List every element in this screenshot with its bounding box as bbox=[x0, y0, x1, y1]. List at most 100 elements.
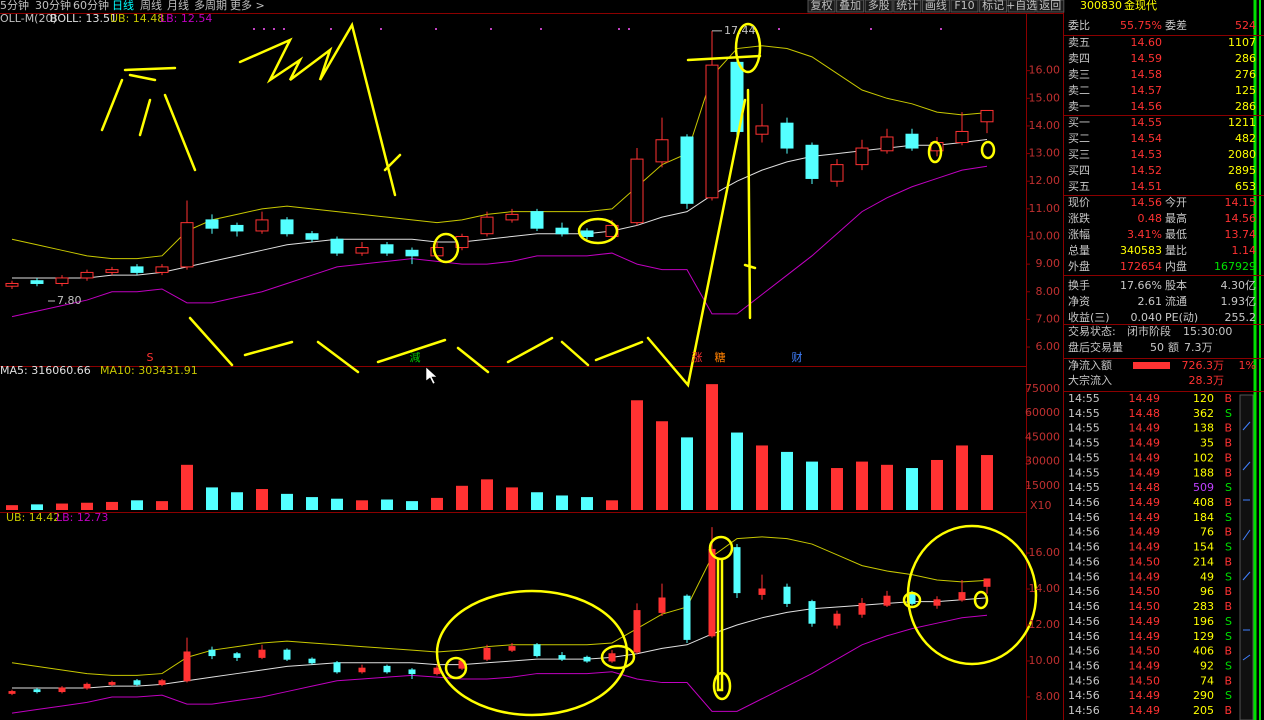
volume-bar bbox=[81, 502, 93, 510]
toolbar-button[interactable] bbox=[1036, 0, 1065, 13]
book-label: 买五 bbox=[1068, 180, 1090, 193]
book-volume: 276 bbox=[1235, 68, 1256, 81]
candle-body bbox=[908, 593, 916, 604]
toolbar-button[interactable] bbox=[921, 0, 950, 13]
candle-body bbox=[408, 669, 416, 675]
period-tab[interactable]: 周线 bbox=[140, 0, 162, 12]
toolbar-button[interactable] bbox=[807, 0, 836, 13]
volume-unit: X10 bbox=[1030, 499, 1052, 512]
toolbar-button[interactable] bbox=[893, 0, 922, 13]
toolbar-button-label[interactable]: 统计 bbox=[896, 0, 918, 12]
trade-time: 14:56 bbox=[1068, 585, 1100, 598]
toolbar-button-label[interactable]: +自选 bbox=[1006, 0, 1037, 12]
trade-price: 14.49 bbox=[1129, 659, 1161, 672]
y-tick-label: 10.00 bbox=[1029, 654, 1061, 667]
status-label: 交易状态: bbox=[1068, 324, 1116, 338]
book-volume: 482 bbox=[1235, 132, 1256, 145]
event-marker[interactable]: 糖 bbox=[715, 350, 726, 364]
annotation bbox=[444, 656, 468, 680]
toolbar-button[interactable] bbox=[1007, 0, 1036, 13]
toolbar-button[interactable] bbox=[950, 0, 979, 13]
toolbar-button[interactable] bbox=[864, 0, 893, 13]
candle-body bbox=[383, 665, 391, 673]
after-hours-label: 盘后交易量 bbox=[1068, 340, 1123, 354]
stock-name: 金现代 bbox=[1124, 0, 1157, 12]
y-tick-label: 8.00 bbox=[1036, 285, 1061, 298]
volume-bar bbox=[156, 501, 168, 510]
trade-price: 14.49 bbox=[1129, 570, 1161, 583]
candle-body bbox=[583, 656, 591, 662]
trade-volume: 290 bbox=[1193, 689, 1214, 702]
toolbar-button[interactable] bbox=[979, 0, 1008, 13]
book-price: 14.53 bbox=[1131, 148, 1163, 161]
candle-body bbox=[180, 222, 194, 268]
quote-label: 内盘 bbox=[1165, 259, 1187, 273]
toolbar-button-label[interactable]: F10 bbox=[954, 0, 974, 12]
volume-header: MA10: 303431.91 bbox=[100, 364, 198, 377]
trade-side: B bbox=[1224, 451, 1232, 464]
period-tab[interactable]: 60分钟 bbox=[73, 0, 109, 12]
event-marker[interactable]: 涨 bbox=[692, 351, 703, 364]
trade-price: 14.49 bbox=[1129, 466, 1161, 479]
candle-body bbox=[955, 130, 969, 144]
quote-label: 净资 bbox=[1068, 294, 1090, 308]
volume-bar bbox=[231, 492, 243, 510]
period-tab[interactable]: 多周期 bbox=[194, 0, 227, 12]
y-tick-label: 6.00 bbox=[1036, 340, 1061, 353]
volume-bar bbox=[806, 461, 818, 510]
toolbar-button-label[interactable]: 标记 bbox=[982, 0, 1004, 12]
trade-volume: 214 bbox=[1193, 555, 1214, 568]
trade-price: 14.48 bbox=[1129, 481, 1161, 494]
quote-label: 委比 bbox=[1068, 19, 1090, 32]
book-label: 卖二 bbox=[1068, 84, 1090, 97]
flow-value: 726.3万 bbox=[1182, 359, 1225, 372]
tool-icons bbox=[1242, 421, 1251, 661]
book-volume: 1211 bbox=[1228, 116, 1256, 129]
event-marker[interactable]: 減 bbox=[410, 350, 421, 364]
trade-time: 14:56 bbox=[1068, 630, 1100, 643]
toolbar-button-label[interactable]: 复权 bbox=[811, 0, 833, 12]
event-marker[interactable]: S bbox=[147, 351, 154, 364]
volume-bar bbox=[131, 500, 143, 510]
trade-price: 14.49 bbox=[1129, 511, 1161, 524]
annotation bbox=[734, 22, 762, 74]
volume-bar bbox=[381, 499, 393, 510]
trade-time: 14:55 bbox=[1068, 451, 1100, 464]
candle-body bbox=[858, 602, 866, 615]
toolbar-button-label[interactable]: 画线 bbox=[925, 0, 947, 12]
trade-volume: 283 bbox=[1193, 600, 1214, 613]
toolbar-button-label[interactable]: 多股 bbox=[868, 0, 890, 12]
markers bbox=[253, 28, 942, 30]
candle-body bbox=[205, 219, 219, 229]
period-tab[interactable]: 更多 > bbox=[230, 0, 265, 12]
book-price: 14.57 bbox=[1131, 84, 1163, 97]
candle-body bbox=[130, 266, 144, 273]
book-price: 14.54 bbox=[1131, 132, 1163, 145]
period-tab[interactable]: 5分钟 bbox=[0, 0, 29, 12]
toolbar-button-label[interactable]: 叠加 bbox=[839, 0, 861, 12]
volume-bar bbox=[931, 459, 943, 510]
trade-time: 14:56 bbox=[1068, 555, 1100, 568]
trade-time: 14:55 bbox=[1068, 481, 1100, 494]
toolbar-button[interactable] bbox=[836, 0, 865, 13]
candle-body bbox=[633, 610, 641, 653]
candle-body bbox=[108, 682, 116, 685]
volume-bar bbox=[481, 479, 493, 510]
candle-body bbox=[530, 211, 544, 229]
quote-value: 14.56 bbox=[1131, 196, 1163, 209]
indicator-header: LB: 12.54 bbox=[160, 12, 212, 25]
period-tab[interactable]: 月线 bbox=[167, 0, 189, 12]
period-tab[interactable]: 日线 bbox=[112, 0, 134, 12]
trade-side: B bbox=[1224, 585, 1232, 598]
toolbar-button-label[interactable]: 返回 bbox=[1039, 0, 1061, 12]
y-tick-label: 9.00 bbox=[1036, 257, 1061, 270]
trade-side: B bbox=[1224, 600, 1232, 613]
trade-side: S bbox=[1225, 689, 1232, 702]
event-marker[interactable]: 财 bbox=[792, 350, 803, 364]
period-tab[interactable]: 30分钟 bbox=[35, 0, 71, 12]
quote-label: 总量 bbox=[1068, 243, 1090, 257]
trade-time: 14:56 bbox=[1068, 645, 1100, 658]
candle-body bbox=[255, 219, 269, 232]
candle-body bbox=[630, 158, 644, 224]
